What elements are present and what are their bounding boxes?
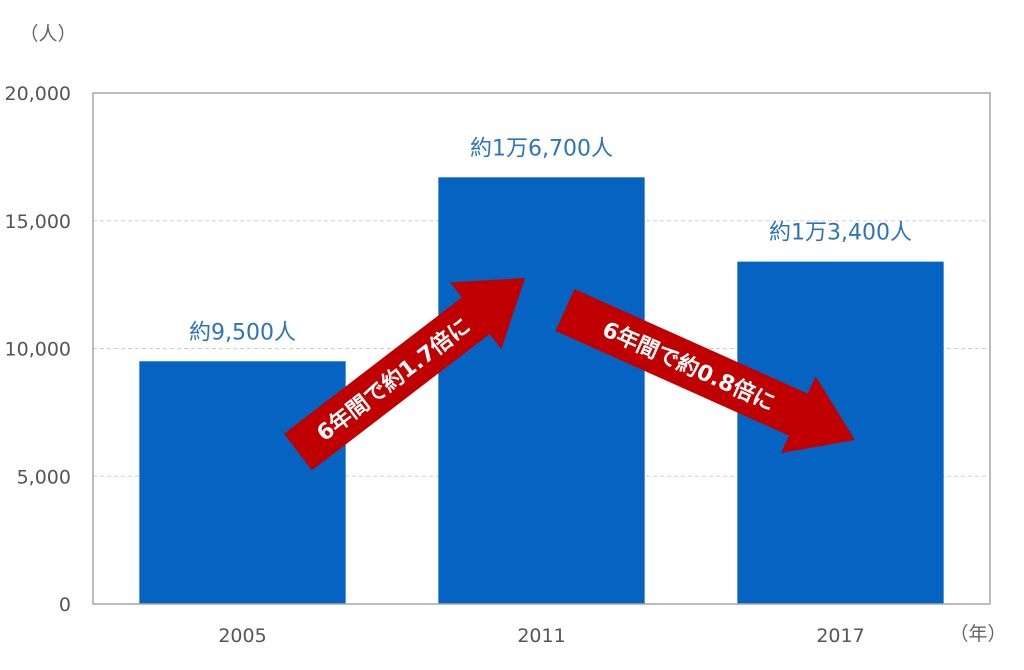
x-axis-unit: （年） (949, 623, 1006, 645)
x-tick-label: 2005 (218, 625, 266, 647)
x-axis-ticks: 2005 2011 2017 (218, 625, 864, 647)
bar-2005 (139, 361, 346, 604)
y-tick-label: 10,000 (5, 339, 71, 361)
plot-frame (92, 92, 991, 605)
data-label: 約1万6,700人 (470, 136, 613, 161)
arrow-shape (284, 277, 526, 471)
x-tick-label: 2011 (517, 625, 565, 647)
y-tick-label: 5,000 (17, 466, 71, 488)
data-label: 約9,500人 (189, 320, 296, 345)
bars (139, 177, 944, 604)
x-tick-label: 2017 (816, 625, 864, 647)
arrow-shape (555, 289, 855, 453)
y-tick-label: 20,000 (5, 83, 71, 105)
data-label: 約1万3,400人 (769, 221, 912, 246)
y-axis-ticks: 0 5,000 10,000 15,000 20,000 (5, 83, 71, 616)
plot-border (92, 92, 991, 605)
y-axis-unit: （人） (19, 23, 76, 45)
bar-2011 (438, 177, 645, 604)
y-tick-label: 0 (59, 594, 71, 616)
y-tick-label: 15,000 (5, 211, 71, 233)
